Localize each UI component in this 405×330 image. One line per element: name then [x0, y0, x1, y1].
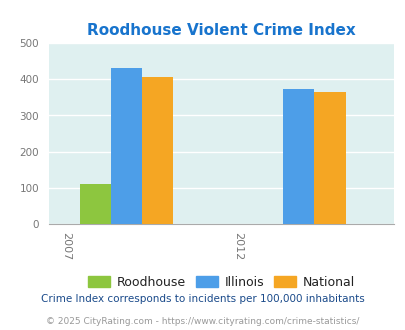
- Bar: [283, 89, 313, 224]
- Title: Roodhouse Violent Crime Index: Roodhouse Violent Crime Index: [87, 22, 355, 38]
- Legend: Roodhouse, Illinois, National: Roodhouse, Illinois, National: [83, 271, 359, 294]
- Bar: [314, 92, 345, 224]
- Bar: [111, 68, 142, 224]
- Bar: [80, 184, 111, 224]
- Bar: [142, 77, 173, 224]
- Text: Crime Index corresponds to incidents per 100,000 inhabitants: Crime Index corresponds to incidents per…: [41, 294, 364, 304]
- Text: © 2025 CityRating.com - https://www.cityrating.com/crime-statistics/: © 2025 CityRating.com - https://www.city…: [46, 317, 359, 326]
